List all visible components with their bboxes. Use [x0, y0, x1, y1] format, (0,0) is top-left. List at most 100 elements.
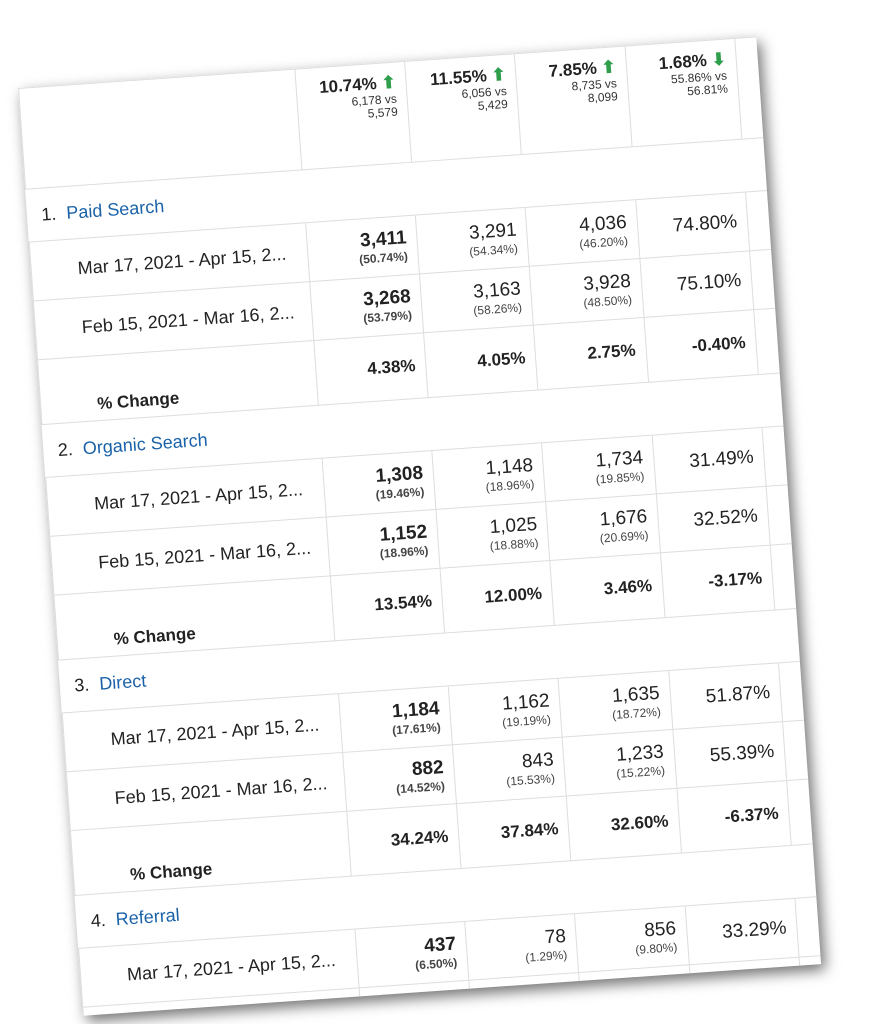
empty-cell — [749, 247, 795, 310]
comparison-detail: 6,056 vs 5,429 — [461, 83, 509, 113]
empty-cell — [786, 777, 822, 846]
metric-value: 81 — [548, 991, 572, 1015]
channel-link[interactable]: Referral — [115, 904, 181, 929]
metric-cell: 30.84% — [689, 957, 804, 1016]
empty-cell — [351, 868, 465, 930]
channel-link[interactable]: Organic Search — [82, 429, 209, 458]
empty-cell — [770, 542, 816, 610]
metric-value: 869 — [648, 984, 682, 1008]
empty-cell — [799, 954, 822, 1016]
empty-cell — [791, 842, 822, 899]
metric-value: 12.00% — [483, 583, 543, 607]
metric-cell: 1,148 (18.96%) — [431, 442, 547, 510]
empty-cell — [334, 633, 449, 694]
metric-cell: 882 (14.52%) — [342, 744, 457, 812]
metric-value: 31.49% — [688, 446, 755, 473]
metric-value: 32.52% — [692, 505, 759, 531]
group-index: 3. — [73, 674, 90, 696]
report-table-card: 10.74% ⬆ 6,178 vs 5,579 11.55% ⬆ 6,056 vs 5… — [18, 36, 822, 1016]
metric-cell: 3,268 (53.79%) — [309, 273, 424, 341]
header-summary-cell: 1.68% ⬇ 55.86% vs 56.81% — [624, 38, 742, 147]
metric-cell: 13.54% — [330, 568, 445, 641]
empty-cell — [745, 189, 791, 251]
empty-cell — [538, 382, 653, 443]
metric-cell: 1,162 (19.19%) — [448, 678, 563, 745]
group-index: 2. — [57, 438, 74, 460]
metric-value: 2.75% — [586, 340, 637, 363]
metric-cell: 3,928 (48.50%) — [529, 258, 644, 326]
metric-cell: 51.87% — [668, 662, 783, 730]
metric-value: 75.10% — [676, 270, 743, 296]
metric-cell: 3,291 (54.34%) — [415, 207, 530, 274]
header-cell — [734, 36, 783, 140]
empty-cell — [782, 718, 822, 781]
empty-cell — [571, 853, 685, 914]
metric-cell: 31.49% — [652, 427, 767, 494]
metric-value: -0.40% — [691, 332, 747, 356]
metric-cell: 74.80% — [635, 191, 750, 259]
metric-cell: 12.00% — [440, 560, 555, 634]
metric-value: 30.84% — [725, 976, 792, 1002]
metric-value: 4.38% — [366, 355, 417, 379]
metric-cell: -6.37% — [676, 780, 792, 854]
metric-cell: 1,308 (19.46%) — [321, 450, 437, 518]
empty-cell — [631, 139, 746, 200]
metric-cell: 1,184 (17.61%) — [338, 685, 453, 753]
metric-cell: 4.38% — [313, 332, 429, 406]
metric-cell: 78 (1.29%) — [464, 913, 580, 981]
metric-cell: 1,676 (20.69%) — [546, 493, 661, 561]
metric-cell: 4.05% — [423, 325, 539, 398]
metric-cell: -3.17% — [660, 545, 775, 618]
empty-cell — [762, 424, 808, 487]
empty-cell — [444, 625, 559, 686]
empty-cell — [301, 162, 416, 223]
metric-value: 4.05% — [476, 348, 527, 371]
channel-link[interactable]: Direct — [98, 670, 147, 694]
empty-cell — [753, 306, 800, 375]
metric-cell: 55.39% — [672, 721, 787, 789]
metric-value: -6.37% — [724, 803, 780, 827]
report-table: 10.74% ⬆ 6,178 vs 5,579 11.55% ⬆ 6,056 vs 5… — [18, 36, 822, 1016]
metric-cell: 3.46% — [550, 552, 665, 626]
metric-cell: 32.52% — [656, 486, 771, 553]
metric-cell: 3,163 (58.26%) — [419, 266, 534, 333]
empty-cell — [318, 397, 432, 459]
metric-value: 34.24% — [390, 826, 450, 850]
metric-cell: 437 (6.50%) — [354, 921, 469, 988]
metric-value: 74.80% — [672, 211, 738, 237]
empty-cell — [778, 659, 822, 722]
empty-cell — [774, 607, 820, 663]
empty-cell — [428, 389, 542, 451]
metric-cell: 75.10% — [639, 250, 754, 318]
empty-cell — [648, 374, 763, 436]
metric-cell: 32.60% — [566, 788, 682, 861]
metric-cell: 1,734 (19.85%) — [541, 435, 657, 502]
metric-value: 32.60% — [610, 811, 670, 835]
trend-arrow: ⬆ — [376, 72, 397, 93]
header-summary-cell: 7.85% ⬆ 8,735 vs 8,099 — [514, 46, 632, 155]
metric-value: 13.54% — [373, 591, 433, 615]
metric-cell: 1,233 (15.22%) — [562, 729, 677, 796]
metric-cell: 37.84% — [456, 795, 572, 869]
metric-value: 37.84% — [500, 819, 560, 843]
empty-cell — [766, 483, 812, 546]
header-summary-cell: 11.55% ⬆ 6,056 vs 5,429 — [404, 53, 522, 163]
empty-cell — [411, 154, 526, 216]
metric-value: -3.17% — [707, 568, 763, 592]
metric-value: 450 — [428, 999, 462, 1016]
empty-cell — [664, 609, 779, 671]
trend-arrow: ⬆ — [486, 64, 507, 86]
metric-cell: 1,025 (18.88%) — [436, 501, 551, 569]
empty-cell — [521, 146, 636, 208]
comparison-detail: 6,178 vs 5,579 — [351, 91, 399, 121]
empty-cell — [554, 617, 669, 679]
channel-link[interactable]: Paid Search — [65, 195, 165, 223]
metric-cell: 869 — [579, 964, 694, 1016]
metric-cell: -0.40% — [643, 309, 759, 383]
metric-cell: 3,411 (50.74%) — [305, 215, 420, 282]
metric-cell: 856 (9.80%) — [574, 905, 690, 973]
header-summary-cell: 10.74% ⬆ 6,178 vs 5,579 — [294, 61, 412, 170]
metric-value: 33.29% — [721, 917, 788, 943]
metric-cell: 2.75% — [533, 317, 649, 390]
